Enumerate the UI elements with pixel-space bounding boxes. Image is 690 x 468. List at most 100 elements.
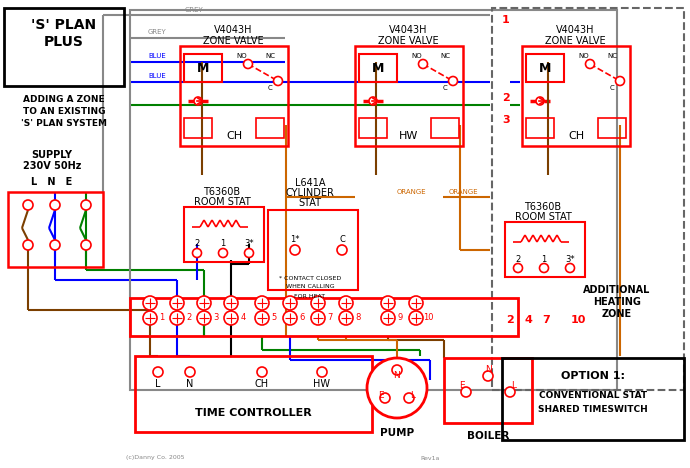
Circle shape xyxy=(381,311,395,325)
Bar xyxy=(444,358,532,423)
Bar xyxy=(492,8,684,390)
Text: ORANGE: ORANGE xyxy=(397,189,426,195)
Circle shape xyxy=(448,76,457,86)
Text: 3: 3 xyxy=(502,115,510,125)
Text: GREY: GREY xyxy=(185,7,204,13)
Circle shape xyxy=(219,249,228,257)
Bar xyxy=(184,54,222,82)
Bar xyxy=(4,8,124,86)
Text: 10: 10 xyxy=(571,315,586,325)
Text: CH: CH xyxy=(255,379,269,389)
Circle shape xyxy=(566,263,575,272)
Circle shape xyxy=(50,200,60,210)
Circle shape xyxy=(283,311,297,325)
Text: 2: 2 xyxy=(186,313,192,322)
Text: NC: NC xyxy=(265,53,275,59)
Text: L: L xyxy=(511,381,517,390)
Text: 3: 3 xyxy=(213,313,219,322)
Circle shape xyxy=(224,311,238,325)
Text: 230V 50Hz: 230V 50Hz xyxy=(23,161,81,171)
Circle shape xyxy=(461,387,471,397)
Text: 8: 8 xyxy=(355,313,361,322)
Text: 1: 1 xyxy=(542,255,546,263)
Text: NC: NC xyxy=(607,53,617,59)
Text: E: E xyxy=(459,381,465,390)
Circle shape xyxy=(50,240,60,250)
Text: V4043H: V4043H xyxy=(214,25,253,35)
Circle shape xyxy=(404,393,414,403)
Circle shape xyxy=(197,296,211,310)
Bar xyxy=(130,10,617,390)
Circle shape xyxy=(311,296,325,310)
Text: BOILER: BOILER xyxy=(467,431,509,441)
Circle shape xyxy=(143,296,157,310)
Text: 3*: 3* xyxy=(244,240,254,249)
Circle shape xyxy=(311,311,325,325)
Circle shape xyxy=(283,296,297,310)
Bar xyxy=(268,210,358,290)
Text: C: C xyxy=(610,85,614,91)
Text: STAT: STAT xyxy=(299,198,322,208)
Text: 6: 6 xyxy=(299,313,305,322)
Text: 2: 2 xyxy=(506,315,514,325)
Circle shape xyxy=(194,97,202,105)
Circle shape xyxy=(339,311,353,325)
Circle shape xyxy=(339,296,353,310)
Text: TIME CONTROLLER: TIME CONTROLLER xyxy=(195,408,311,418)
Text: ADDITIONAL: ADDITIONAL xyxy=(583,285,651,295)
Text: BLUE: BLUE xyxy=(148,73,166,79)
Circle shape xyxy=(409,296,423,310)
Text: 1: 1 xyxy=(159,313,165,322)
Circle shape xyxy=(255,296,269,310)
Circle shape xyxy=(23,240,33,250)
Circle shape xyxy=(244,59,253,68)
Circle shape xyxy=(170,296,184,310)
Bar xyxy=(359,118,387,138)
Text: 'S' PLAN: 'S' PLAN xyxy=(32,18,97,32)
Circle shape xyxy=(143,311,157,325)
Circle shape xyxy=(255,311,269,325)
Text: ROOM STAT: ROOM STAT xyxy=(515,212,571,222)
Circle shape xyxy=(185,367,195,377)
Bar xyxy=(184,118,212,138)
Bar xyxy=(526,54,564,82)
Text: C: C xyxy=(339,235,345,244)
Bar xyxy=(135,356,372,432)
Circle shape xyxy=(540,263,549,272)
Text: L   N   E: L N E xyxy=(31,177,72,187)
Bar xyxy=(355,46,463,146)
Text: FOR HEAT: FOR HEAT xyxy=(295,293,326,299)
Text: 1: 1 xyxy=(220,240,226,249)
Circle shape xyxy=(317,367,327,377)
Text: ORANGE: ORANGE xyxy=(449,189,479,195)
Circle shape xyxy=(257,367,267,377)
Bar xyxy=(526,118,554,138)
Text: 4: 4 xyxy=(524,315,532,325)
Text: 1: 1 xyxy=(502,15,510,25)
Text: 3*: 3* xyxy=(565,255,575,263)
Text: * CONTACT CLOSED: * CONTACT CLOSED xyxy=(279,276,341,280)
Text: 5: 5 xyxy=(271,313,277,322)
Circle shape xyxy=(381,296,395,310)
Text: N: N xyxy=(484,366,491,374)
Text: C: C xyxy=(268,85,273,91)
Text: CONVENTIONAL STAT: CONVENTIONAL STAT xyxy=(539,392,647,401)
Circle shape xyxy=(513,263,522,272)
Text: 4: 4 xyxy=(240,313,246,322)
Text: M: M xyxy=(539,61,551,74)
Text: 7: 7 xyxy=(327,313,333,322)
Circle shape xyxy=(224,296,238,310)
Text: L: L xyxy=(411,392,415,401)
Text: Rev1a: Rev1a xyxy=(420,455,440,461)
Text: T6360B: T6360B xyxy=(524,202,562,212)
Bar xyxy=(256,118,284,138)
Circle shape xyxy=(337,245,347,255)
Circle shape xyxy=(197,311,211,325)
Circle shape xyxy=(483,371,493,381)
Circle shape xyxy=(505,387,515,397)
Circle shape xyxy=(81,240,91,250)
Circle shape xyxy=(170,311,184,325)
Bar xyxy=(522,46,630,146)
Text: 10: 10 xyxy=(423,313,433,322)
Circle shape xyxy=(392,365,402,375)
